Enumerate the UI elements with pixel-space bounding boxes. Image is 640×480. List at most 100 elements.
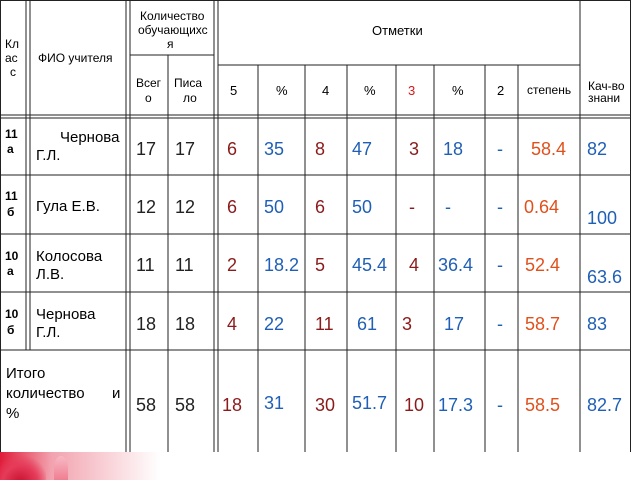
header-total-line1: Всег (136, 76, 162, 90)
row2-n4: 6 (315, 197, 326, 217)
header-degree: степень (527, 83, 572, 97)
row2-class-num: 11 (5, 189, 18, 203)
decorative-flower-image (0, 455, 46, 480)
row4-n5: 4 (227, 314, 238, 334)
header-grade-4: 4 (322, 83, 330, 98)
header-grade-3: 3 (408, 83, 416, 98)
total-label-line1: Итого (6, 365, 46, 382)
row2-teacher: Гула Е.В. (36, 198, 100, 215)
total-n5: 18 (222, 395, 243, 415)
row1-class-letter: а (7, 142, 14, 156)
total-n4: 30 (315, 395, 336, 415)
total-p5: 31 (264, 393, 285, 413)
row1-teacher-line2: Г.Л. (36, 147, 61, 164)
row1-quality: 82 (587, 139, 608, 159)
header-students-line2: обучающихс (138, 23, 208, 37)
row4-teacher-line2: Г.Л. (36, 324, 61, 341)
total-label-line2: количество (6, 385, 85, 402)
row1-p3: 18 (443, 139, 464, 159)
row3-class-num: 10 (5, 249, 19, 263)
total-n2: - (497, 395, 503, 415)
row2-p3: - (445, 197, 451, 217)
header-class-line3: с (10, 65, 16, 79)
row4-quality: 83 (587, 314, 608, 334)
row3-p3: 36.4 (438, 255, 474, 275)
row4-p4: 61 (357, 314, 378, 334)
header-percent-5: % (276, 83, 288, 98)
row1-total: 17 (136, 139, 157, 159)
row1-n2: - (497, 139, 503, 159)
row4-teacher-line1: Чернова (36, 306, 96, 323)
header-students-line3: я (167, 37, 174, 51)
row4-class-letter: б (7, 323, 15, 337)
row3-total: 11 (136, 255, 155, 275)
total-degree: 58.5 (525, 395, 561, 415)
row1-degree: 58.4 (531, 139, 567, 159)
decorative-petal-image (54, 456, 68, 480)
row1-teacher-line1: Чернова (60, 129, 120, 146)
row4-n2: - (497, 314, 503, 334)
row3-class-letter: а (7, 264, 14, 278)
row3-wrote: 11 (175, 255, 194, 275)
row4-total: 18 (136, 314, 157, 334)
decorative-footer-band (0, 452, 640, 480)
header-quality-line1: Кач-во (588, 79, 625, 93)
row4-class-num: 10 (5, 307, 19, 321)
total-label-line3: и (112, 385, 121, 402)
row4-n3: 3 (402, 314, 413, 334)
row2-quality: 100 (587, 208, 618, 228)
header-class-line1: Кл (5, 37, 19, 51)
row4-p3: 17 (444, 314, 465, 334)
header-percent-3: % (452, 83, 464, 98)
total-quality: 82.7 (587, 395, 623, 415)
row1-p5: 35 (264, 139, 285, 159)
row3-degree: 52.4 (525, 255, 561, 275)
row2-n3: - (409, 197, 415, 217)
header-grades: Отметки (372, 23, 423, 38)
row2-class-letter: б (7, 205, 15, 219)
header-teacher: ФИО учителя (38, 51, 113, 65)
header-total-line2: о (145, 91, 152, 105)
total-p3: 17.3 (438, 395, 474, 415)
header-grade-2: 2 (497, 83, 505, 98)
header-wrote-line2: ло (183, 91, 197, 105)
row3-p5: 18.2 (264, 255, 300, 275)
row3-n2: - (497, 255, 503, 275)
row3-quality: 63.6 (587, 267, 623, 287)
row2-degree: 0.64 (524, 197, 560, 217)
header-percent-4: % (364, 83, 376, 98)
row3-p4: 45.4 (352, 255, 388, 275)
row1-n4: 8 (315, 139, 326, 159)
row3-n4: 5 (315, 255, 326, 275)
row1-n5: 6 (227, 139, 238, 159)
row1-class-num: 11 (5, 127, 18, 141)
row4-wrote: 18 (175, 314, 196, 334)
row2-n5: 6 (227, 197, 238, 217)
header-grade-5: 5 (230, 83, 238, 98)
header-students-line1: Количество (140, 9, 205, 23)
total-total: 58 (136, 395, 157, 415)
row2-p4: 50 (352, 197, 373, 217)
row2-p5: 50 (264, 197, 285, 217)
row2-total: 12 (136, 197, 157, 217)
total-label-line4: % (6, 405, 20, 422)
row3-teacher-line1: Колосова (36, 248, 103, 265)
row1-p4: 47 (352, 139, 373, 159)
total-wrote: 58 (175, 395, 196, 415)
row1-n3: 3 (409, 139, 420, 159)
header-wrote-line1: Писа (174, 76, 203, 90)
row4-degree: 58.7 (525, 314, 561, 334)
total-p4: 51.7 (352, 393, 388, 413)
header-class-line2: ас (5, 51, 18, 65)
row4-p5: 22 (264, 314, 285, 334)
total-n3: 10 (404, 395, 425, 415)
row3-n5: 2 (227, 255, 238, 275)
row1-wrote: 17 (175, 139, 196, 159)
row3-n3: 4 (409, 255, 420, 275)
row3-teacher-line2: Л.В. (36, 266, 65, 283)
header-quality-line2: знани (588, 91, 621, 105)
row2-wrote: 12 (175, 197, 196, 217)
row4-n4: 11 (315, 314, 334, 334)
